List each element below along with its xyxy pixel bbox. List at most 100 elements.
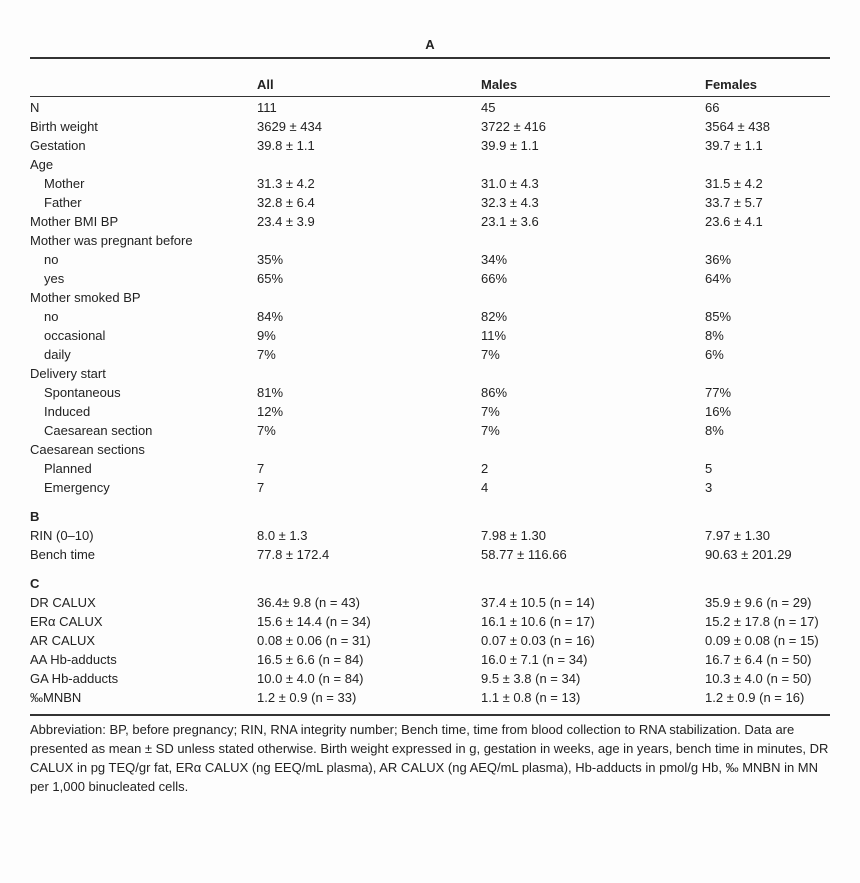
cell: 31.0 ± 4.3 — [481, 176, 539, 191]
section-label: C — [30, 576, 40, 591]
cell: 82% — [481, 309, 508, 324]
cell: 7% — [257, 423, 276, 438]
section-label: B — [30, 509, 40, 524]
cell: 45 — [481, 100, 496, 115]
cell: 85% — [705, 309, 732, 324]
row-label: Delivery start — [30, 366, 106, 381]
cell: 1.1 ± 0.8 (n = 13) — [481, 690, 581, 705]
row-label: Birth weight — [30, 119, 98, 134]
cell: 37.4 ± 10.5 (n = 14) — [481, 595, 595, 610]
row-label: RIN (0–10) — [30, 528, 94, 543]
cell: 39.7 ± 1.1 — [705, 138, 763, 153]
cell: 77% — [705, 385, 732, 400]
cell: 15.6 ± 14.4 (n = 34) — [257, 614, 371, 629]
cell: 34% — [481, 252, 508, 267]
column-header: Males — [481, 77, 518, 92]
cell: 4 — [481, 480, 489, 495]
cell: 35% — [257, 252, 284, 267]
row-label: AA Hb-adducts — [30, 652, 117, 667]
cell: 11% — [481, 328, 507, 343]
cell: 84% — [257, 309, 284, 324]
row-label: Caesarean section — [44, 423, 153, 438]
cell: 7% — [481, 423, 500, 438]
row-label: daily — [44, 347, 71, 362]
row-label: ‰MNBN — [30, 690, 82, 705]
row-label: DR CALUX — [30, 595, 96, 610]
cell: 39.9 ± 1.1 — [481, 138, 539, 153]
cell: 58.77 ± 116.66 — [481, 547, 567, 562]
cell: 86% — [481, 385, 508, 400]
row-label: AR CALUX — [30, 633, 96, 648]
row-label: Bench time — [30, 547, 96, 562]
cell: 10.0 ± 4.0 (n = 84) — [257, 671, 364, 686]
cell: 16.0 ± 7.1 (n = 34) — [481, 652, 588, 667]
cell: 3564 ± 438 — [705, 119, 770, 134]
row-label: Mother BMI BP — [30, 214, 119, 229]
cell: 3722 ± 416 — [481, 119, 546, 134]
cell: 16.7 ± 6.4 (n = 50) — [705, 652, 812, 667]
cell: 33.7 ± 5.7 — [705, 195, 763, 210]
row-label: Mother smoked BP — [30, 290, 141, 305]
row-label: Spontaneous — [44, 385, 121, 400]
cell: 5 — [705, 461, 713, 476]
cell: 1.2 ± 0.9 (n = 33) — [257, 690, 357, 705]
cell: 12% — [257, 404, 284, 419]
cell: 8% — [705, 328, 724, 343]
cell: 23.6 ± 4.1 — [705, 214, 763, 229]
cell: 0.09 ± 0.08 (n = 15) — [705, 633, 819, 648]
cell: 8% — [705, 423, 724, 438]
cell: 15.2 ± 17.8 (n = 17) — [705, 614, 819, 629]
cell: 81% — [257, 385, 284, 400]
rule — [30, 714, 830, 716]
cell: 35.9 ± 9.6 (n = 29) — [705, 595, 812, 610]
cell: 90.63 ± 201.29 — [705, 547, 792, 562]
cell: 8.0 ± 1.3 — [257, 528, 308, 543]
cell: 9.5 ± 3.8 (n = 34) — [481, 671, 581, 686]
cell: 9% — [257, 328, 276, 343]
cell: 7.97 ± 1.30 — [705, 528, 770, 543]
cell: 7% — [481, 347, 500, 362]
cell: 16% — [705, 404, 732, 419]
section-title: A — [425, 37, 435, 52]
cell: 65% — [257, 271, 284, 286]
cell: 7 — [257, 480, 265, 495]
cell: 10.3 ± 4.0 (n = 50) — [705, 671, 812, 686]
row-label: no — [44, 252, 59, 267]
row-label: Age — [30, 157, 54, 172]
cell: 7 — [257, 461, 265, 476]
cell: 39.8 ± 1.1 — [257, 138, 315, 153]
cell: 32.8 ± 6.4 — [257, 195, 315, 210]
cell: 31.3 ± 4.2 — [257, 176, 315, 191]
cell: 16.1 ± 10.6 (n = 17) — [481, 614, 595, 629]
cell: 7% — [257, 347, 276, 362]
cell: 36% — [705, 252, 732, 267]
cell: 6% — [705, 347, 724, 362]
cell: 64% — [705, 271, 732, 286]
row-label: GA Hb-adducts — [30, 671, 119, 686]
cell: 32.3 ± 4.3 — [481, 195, 539, 210]
row-label: Mother — [44, 176, 85, 191]
cell: 0.07 ± 0.03 (n = 16) — [481, 633, 595, 648]
row-label: ERα CALUX — [30, 614, 103, 629]
row-label: Mother was pregnant before — [30, 233, 193, 248]
row-label: Father — [44, 195, 82, 210]
row-label: Planned — [44, 461, 92, 476]
row-label: occasional — [44, 328, 106, 343]
cell: 0.08 ± 0.06 (n = 31) — [257, 633, 371, 648]
rule — [30, 96, 830, 97]
cell: 3629 ± 434 — [257, 119, 322, 134]
cell: 66% — [481, 271, 508, 286]
cell: 36.4± 9.8 (n = 43) — [257, 595, 360, 610]
cell: 7.98 ± 1.30 — [481, 528, 546, 543]
row-label: yes — [44, 271, 65, 286]
cell: 77.8 ± 172.4 — [257, 547, 330, 562]
cell: 111 — [257, 100, 277, 115]
cell: 23.1 ± 3.6 — [481, 214, 539, 229]
footnote: Abbreviation: BP, before pregnancy; RIN,… — [30, 722, 829, 794]
cell: 1.2 ± 0.9 (n = 16) — [705, 690, 805, 705]
cell: 66 — [705, 100, 720, 115]
column-header: Females — [705, 77, 758, 92]
cell: 7% — [481, 404, 500, 419]
rule — [30, 57, 830, 59]
